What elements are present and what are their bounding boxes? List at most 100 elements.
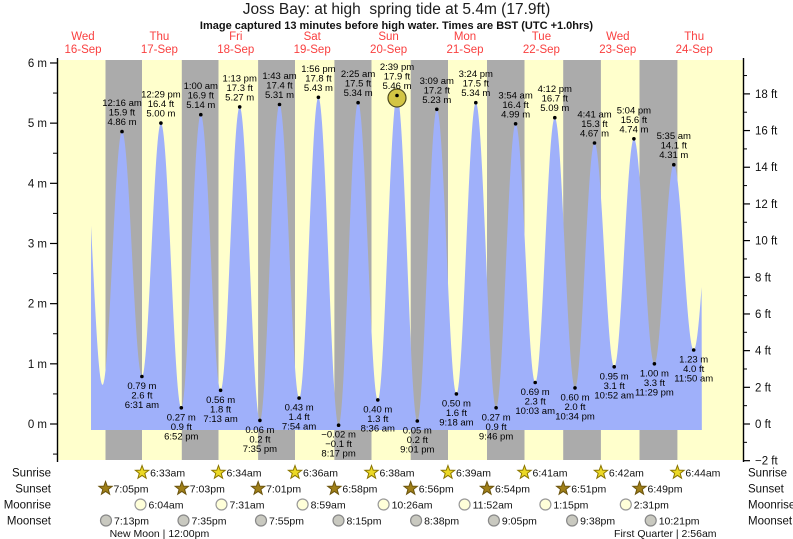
sunrise-time: 6:38am [380,468,415,480]
high-tide-annotation: 16.4 ft [148,99,175,110]
low-tide-dot [652,362,657,366]
low-tide-annotation: 1.4 ft [289,412,310,423]
high-tide-annotation: 4.99 m [501,109,530,120]
low-tide-dot [376,398,380,402]
high-tide-annotation: 5.34 m [344,88,373,99]
high-tide-annotation: 5:35 am [657,131,691,142]
sunset-time: 6:56pm [419,484,454,496]
low-tide-dot [415,419,420,423]
day-name-label: Sun [378,31,398,43]
moonset-time: 9:38pm [580,516,615,528]
high-tide-annotation: 1:43 am [262,71,296,82]
low-tide-annotation: 11:29 pm [635,387,674,398]
low-tide-annotation: 1.00 m [640,368,669,379]
axis-tick-label: 6 ft [755,309,772,321]
day-name-label: Wed [606,31,629,43]
high-tide-annotation: 16.7 ft [542,94,569,105]
row-label-moonrise-left: Moonrise [4,500,51,512]
day-name-label: Wed [71,31,94,43]
low-tide-annotation: 0.43 m [285,403,314,414]
high-tide-annotation: 4:41 am [577,110,611,121]
high-tide-annotation: 4:12 pm [538,84,572,95]
low-tide-dot [179,406,184,410]
high-tide-annotation: 17.4 ft [266,81,293,92]
sunrise-icon [134,464,151,480]
moon-phase-label: First Quarter | 2:56am [614,528,717,539]
axis-tick-label: 4 ft [755,346,772,358]
low-tide-annotation: 11:50 am [674,374,713,385]
high-tide-annotation: 14.1 ft [661,141,688,152]
axis-tick-label: −2 ft [755,456,779,468]
sunrise-time: 6:33am [150,468,185,480]
moonset-icon [332,514,345,527]
day-date-label: 20-Sep [370,44,407,56]
day-date-label: 17-Sep [141,44,178,56]
high-tide-annotation: 3:54 am [498,90,532,101]
moonrise-time: 8:59am [311,500,346,512]
high-tide-annotation: 12:29 pm [141,90,181,101]
high-tide-annotation: 5.31 m [265,90,294,101]
moonrise-icon [539,498,552,511]
low-tide-dot [573,386,577,390]
high-tide-dot [277,102,282,107]
low-tide-annotation: 2.3 ft [525,397,546,408]
sunrise-icon [286,464,304,480]
sunset-time: 6:58pm [342,484,377,496]
low-tide-annotation: 7:54 am [282,422,316,433]
high-tide-annotation: 16.9 ft [188,91,215,102]
high-tide-dot [199,112,203,117]
high-tide-annotation: 15.9 ft [109,108,136,119]
row-label-moonset-left: Moonset [7,516,52,528]
low-tide-annotation: 8:36 am [361,423,395,434]
high-tide-annotation: 17.5 ft [345,79,372,90]
sunset-icon [555,480,572,496]
day-date-label: 18-Sep [217,44,254,56]
axis-tick-label: 2 m [28,299,47,311]
low-tide-annotation: 0.2 ft [249,434,270,445]
low-tide-annotation: 0.9 ft [171,422,192,433]
moonset-icon [410,514,423,527]
sunset-time: 6:54pm [495,484,530,496]
sunset-icon [402,480,419,496]
row-label-sunrise-right: Sunrise [748,468,787,480]
axis-tick-label: 10 ft [755,236,778,248]
sunset-icon [631,480,648,496]
sunrise-time: 6:44am [685,468,720,480]
high-tide-annotation: 4.86 m [107,117,136,128]
sunset-icon [326,480,343,496]
low-tide-annotation: 0.79 m [127,381,156,392]
high-tide-dot [356,100,360,105]
low-tide-annotation: 10:34 pm [555,411,595,422]
moonset-time: 9:05pm [502,516,537,528]
moonrise-icon [619,498,632,511]
sunrise-icon [363,464,380,480]
row-label-sunrise-left: Sunrise [12,468,51,480]
moonrise-icon [458,498,471,511]
axis-tick-label: 0 ft [755,419,772,431]
moonset-time: 10:21pm [659,516,700,528]
high-tide-annotation: 5.23 m [422,95,451,106]
moonrise-time: 1:15pm [553,500,588,512]
low-tide-annotation: 0.69 m [521,387,550,398]
row-label-sunset-left: Sunset [15,484,52,496]
sunset-time: 7:05pm [114,484,149,496]
sunrise-icon [439,464,457,480]
row-label-moonrise-right: Moonrise [748,500,793,512]
day-name-label: Thu [684,31,704,43]
low-tide-annotation: 0.06 m [245,425,274,436]
high-tide-annotation: 15.3 ft [581,119,608,130]
moonrise-time: 6:04am [149,500,184,512]
sunrise-time: 6:36am [303,468,338,480]
high-tide-annotation: 4.74 m [619,124,648,135]
high-tide-dot [120,129,124,134]
low-tide-dot [336,423,341,428]
high-tide-annotation: 1:56 pm [301,64,335,75]
sunset-time: 7:01pm [266,484,301,496]
high-tide-dot [316,95,321,100]
low-tide-annotation: 2.0 ft [564,402,585,413]
high-tide-annotation: 17.5 ft [463,79,490,90]
low-tide-annotation: 10:03 am [515,406,555,417]
low-tide-dot [533,380,537,385]
low-tide-annotation: 10:52 am [594,390,634,401]
